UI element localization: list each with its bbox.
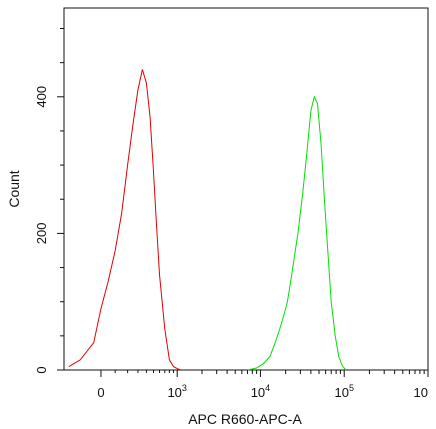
x-tick-label: 10 xyxy=(414,385,428,400)
x-tick-label: 105 xyxy=(334,383,353,400)
series-1-line xyxy=(247,95,347,371)
y-tick-label: 200 xyxy=(34,223,49,245)
series-0-line xyxy=(68,69,181,371)
y-tick-label: 0 xyxy=(34,366,49,373)
y-axis-title: Count xyxy=(6,170,22,207)
x-tick-label: 104 xyxy=(251,383,270,400)
x-tick-label: 103 xyxy=(167,383,186,400)
x-axis-ticks: 0 103 104 105 10 xyxy=(97,370,429,400)
series-layer xyxy=(68,69,347,371)
y-axis-ticks: 0 200 400 xyxy=(34,27,64,374)
x-axis-title: APC R660-APC-A xyxy=(188,411,302,427)
y-tick-label: 400 xyxy=(34,86,49,108)
x-tick-label: 0 xyxy=(97,385,104,400)
plot-frame xyxy=(63,7,429,371)
